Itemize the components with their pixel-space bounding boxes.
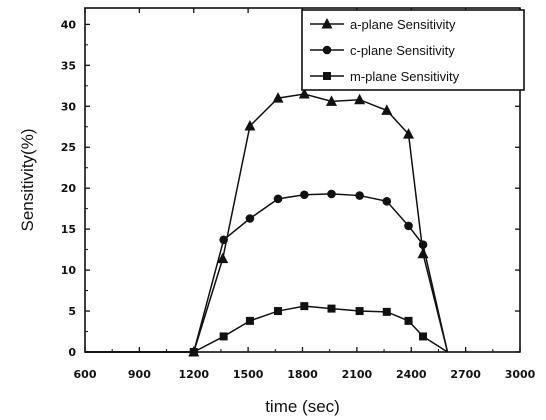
data-point bbox=[273, 194, 283, 204]
legend-marker bbox=[322, 45, 332, 55]
data-point bbox=[418, 240, 428, 250]
x-axis-title: time (sec) bbox=[265, 397, 340, 416]
series-line bbox=[85, 305, 448, 353]
y-tick-label: 30 bbox=[61, 100, 77, 113]
data-point bbox=[355, 307, 364, 316]
data-point bbox=[219, 235, 228, 245]
legend-marker bbox=[323, 72, 331, 80]
data-point bbox=[274, 307, 283, 316]
data-point bbox=[327, 189, 336, 199]
y-tick-label: 10 bbox=[61, 264, 77, 277]
x-tick-label: 2400 bbox=[396, 368, 427, 381]
series-line bbox=[85, 193, 449, 353]
x-tick-label: 900 bbox=[128, 368, 151, 381]
x-tick-label: 2100 bbox=[342, 368, 373, 381]
data-point bbox=[382, 196, 392, 206]
data-point bbox=[404, 221, 413, 231]
series-line bbox=[85, 93, 449, 353]
data-point bbox=[417, 247, 429, 259]
data-point bbox=[419, 332, 428, 341]
data-point bbox=[355, 191, 364, 200]
y-axis-title: Sensitivity(%) bbox=[18, 129, 37, 232]
x-tick-label: 1200 bbox=[178, 368, 209, 381]
plot-layer: 600 900 1200 1500 1800 2100 2400 2700 3000 0 5 10 15… bbox=[61, 7, 536, 381]
legend-label: a-plane Sensitivity bbox=[350, 17, 456, 32]
x-tick-label: 600 bbox=[74, 368, 97, 381]
data-point bbox=[381, 104, 393, 115]
data-point bbox=[300, 190, 309, 200]
y-tick-label: 0 bbox=[68, 346, 76, 359]
x-tick-label: 1500 bbox=[233, 368, 264, 381]
y-tick-label: 40 bbox=[61, 18, 77, 31]
x-tick-label: 1800 bbox=[287, 368, 318, 381]
data-point bbox=[326, 95, 337, 106]
legend-marker bbox=[321, 18, 333, 29]
data-point bbox=[245, 316, 254, 325]
data-point bbox=[189, 348, 198, 356]
data-point bbox=[217, 252, 229, 264]
data-point bbox=[244, 119, 256, 131]
series-triangle bbox=[85, 88, 449, 357]
data-point bbox=[245, 214, 255, 223]
data-point bbox=[272, 92, 284, 103]
data-point bbox=[327, 304, 336, 313]
series-square bbox=[85, 302, 448, 356]
data-point bbox=[382, 307, 391, 316]
y-tick-label: 25 bbox=[61, 141, 76, 154]
legend: a-plane Sensitivity c-plane Sensitivity m-… bbox=[301, 9, 525, 91]
data-point bbox=[219, 332, 228, 341]
x-tick-label: 3000 bbox=[505, 368, 536, 381]
data-point bbox=[403, 128, 415, 139]
series-circle bbox=[85, 189, 449, 357]
data-point bbox=[298, 88, 310, 99]
y-tick-label: 35 bbox=[61, 59, 76, 72]
legend-label: m-plane Sensitivity bbox=[350, 69, 460, 84]
y-tick-label: 20 bbox=[61, 182, 77, 195]
y-tick-label: 15 bbox=[61, 223, 76, 236]
legend-label: c-plane Sensitivity bbox=[350, 43, 455, 58]
y-tick-label: 5 bbox=[68, 305, 76, 318]
data-point bbox=[354, 93, 366, 105]
data-point bbox=[404, 316, 413, 325]
data-point bbox=[300, 302, 309, 311]
x-tick-label: 2700 bbox=[450, 368, 481, 381]
